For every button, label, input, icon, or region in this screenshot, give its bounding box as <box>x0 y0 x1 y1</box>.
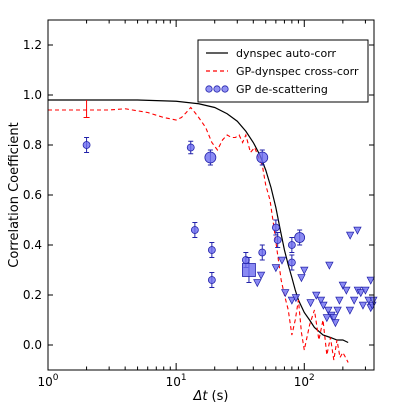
y-tick-label-1: 0.2 <box>23 288 42 302</box>
gp-upper-limit-7 <box>297 274 306 283</box>
gp-upper-limit-26 <box>361 286 370 295</box>
y-tick-label-5: 1.0 <box>23 88 42 102</box>
gp-upper-limit-15 <box>329 314 338 323</box>
x-tick-label-1: 101 <box>166 373 187 389</box>
gp-upper-limit-16 <box>331 319 340 328</box>
gp-upper-limit-22 <box>349 296 359 305</box>
data-layer <box>48 99 378 363</box>
gp-upper-limit-24 <box>356 289 365 298</box>
gp-upper-limit-34 <box>325 261 334 270</box>
x-tick-label-2: 102 <box>294 373 315 389</box>
y-tick-label-6: 1.2 <box>23 38 42 52</box>
gp-upper-limit-19 <box>338 281 348 290</box>
gp-point-6 <box>207 276 216 284</box>
gp-upper-limit-12 <box>319 301 328 310</box>
gp-point-4 <box>190 226 199 234</box>
series-line-cross <box>48 106 349 363</box>
x-axis-label-unit: (s) <box>212 389 229 404</box>
legend-label-auto: dynspec auto-corr <box>236 47 337 60</box>
gp-upper-limit-20 <box>342 286 351 295</box>
gp-point-0 <box>82 141 91 149</box>
legend-marker-gp-3 <box>221 85 229 93</box>
gp-upper-limit-10 <box>312 291 321 300</box>
gp-upper-limit-9 <box>306 299 315 308</box>
gp-upper-limit-0 <box>253 279 262 288</box>
gp-point-10 <box>271 223 280 232</box>
gp-point-13 <box>287 258 296 267</box>
gp-upper-limit-35 <box>322 314 332 323</box>
gp-upper-limit-17 <box>333 306 342 315</box>
series-line-auto <box>48 99 349 344</box>
x-axis-label: Δt (s) <box>193 389 229 404</box>
gp-upper-limit-11 <box>316 296 326 305</box>
gp-upper-limit-32 <box>366 276 375 285</box>
gp-point-11 <box>273 236 282 244</box>
gp-point-square-8 <box>242 263 256 277</box>
gp-upper-limit-25 <box>358 301 368 310</box>
gp-upper-limit-3 <box>277 256 287 265</box>
x-axis-label-symbol: Δt <box>193 389 209 404</box>
gp-point-12 <box>287 241 296 249</box>
gp-upper-limit-31 <box>353 226 362 235</box>
y-tick-label-3: 0.6 <box>23 188 42 202</box>
x-tick-label-0: 100 <box>37 373 58 389</box>
gp-upper-limit-5 <box>287 296 297 305</box>
gp-upper-limit-6 <box>291 294 301 303</box>
gp-point-1 <box>186 143 195 152</box>
y-tick-label-2: 0.4 <box>23 238 42 252</box>
gp-upper-limit-2 <box>271 264 281 273</box>
legend-label-gp: GP de-scattering <box>236 83 328 96</box>
gp-point-5 <box>207 246 216 254</box>
legend-label-cross: GP-dynspec cross-corr <box>236 65 359 78</box>
legend-marker-gp-1 <box>205 85 213 93</box>
legend: dynspec auto-corr GP-dynspec cross-corr … <box>197 39 369 103</box>
y-tick-label-0: 0.0 <box>23 338 42 352</box>
gp-point-3 <box>256 151 269 164</box>
gp-upper-limit-1 <box>256 271 266 280</box>
legend-marker-gp-2 <box>213 85 221 93</box>
gp-upper-limit-4 <box>281 289 290 298</box>
gp-point-2 <box>204 151 217 164</box>
gp-point-9 <box>258 248 267 257</box>
gp-upper-limit-33 <box>345 231 355 240</box>
gp-upper-limit-18 <box>335 296 344 305</box>
gp-upper-limit-13 <box>324 306 333 315</box>
gp-upper-limit-30 <box>369 296 378 305</box>
gp-upper-limit-8 <box>300 266 309 275</box>
gp-upper-limit-21 <box>345 306 355 315</box>
y-tick-label-4: 0.8 <box>23 138 42 152</box>
y-axis-label: Correlation Coefficient <box>7 122 22 268</box>
gp-point-14 <box>294 232 306 243</box>
ticks-layer: 0.0 0.2 0.4 0.6 0.8 1.0 1.2 100 101 102 <box>23 20 374 389</box>
